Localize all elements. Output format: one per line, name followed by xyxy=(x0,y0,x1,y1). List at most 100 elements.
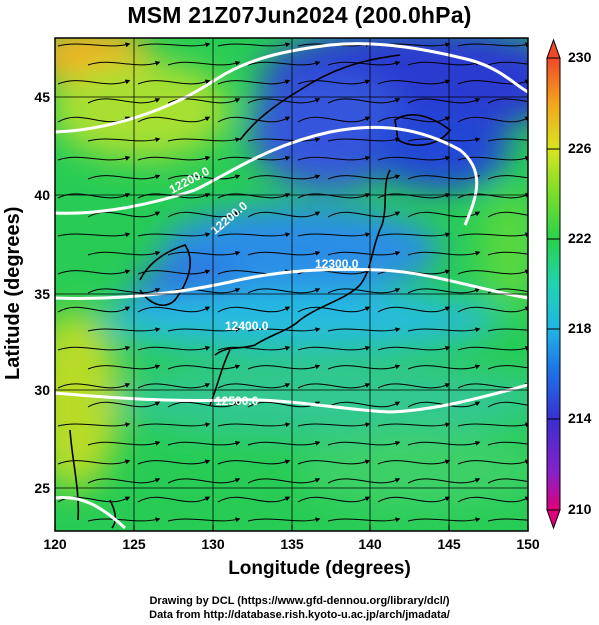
x-tick-label: 120 xyxy=(43,536,67,552)
colorbar-tick-label: 226 xyxy=(568,140,592,156)
streamline xyxy=(247,478,321,484)
contour-label-5: 12500.0 xyxy=(215,394,259,408)
colorbar xyxy=(546,38,561,530)
streamline xyxy=(327,60,401,66)
x-tick-label: 140 xyxy=(358,536,382,552)
streamline xyxy=(487,138,528,142)
streamline xyxy=(297,116,371,123)
streamline xyxy=(87,60,161,66)
streamline xyxy=(297,496,371,503)
temperature-field xyxy=(55,38,528,531)
contour-label-3: 12300.0 xyxy=(315,257,359,271)
streamline xyxy=(57,383,131,389)
streamline xyxy=(457,306,528,313)
streamline xyxy=(87,327,161,333)
streamline xyxy=(137,116,211,123)
streamline xyxy=(87,211,161,218)
streamline xyxy=(327,174,401,180)
streamline xyxy=(327,137,401,143)
streamline xyxy=(137,155,211,161)
streamline xyxy=(137,422,211,428)
streamline xyxy=(167,211,241,218)
streamline xyxy=(297,345,371,351)
streamline xyxy=(457,345,528,351)
x-tick-label: 150 xyxy=(516,536,540,552)
colorbar-max-arrow xyxy=(546,38,561,59)
streamline xyxy=(407,250,481,256)
streamline xyxy=(327,478,401,484)
streamline xyxy=(137,79,211,85)
colorbar-tick-label: 218 xyxy=(568,320,592,336)
streamline xyxy=(457,232,528,238)
streamline xyxy=(87,517,161,523)
streamline xyxy=(377,306,451,313)
streamline xyxy=(327,401,401,408)
streamline xyxy=(327,517,401,523)
y-tick-label: 45 xyxy=(34,89,50,105)
streamline xyxy=(457,155,528,161)
streamline xyxy=(407,517,481,523)
streamline xyxy=(217,383,291,389)
streamline xyxy=(297,459,371,465)
streamline xyxy=(377,345,451,351)
streamline xyxy=(137,232,211,238)
streamline xyxy=(167,517,241,523)
streamline xyxy=(297,232,371,238)
streamline xyxy=(457,42,528,48)
y-tick-label: 25 xyxy=(34,480,50,496)
map-grid xyxy=(55,38,528,531)
streamline xyxy=(167,401,241,408)
streamline xyxy=(137,345,211,351)
streamline xyxy=(217,116,291,123)
streamline xyxy=(167,478,241,484)
streamline xyxy=(217,345,291,351)
streamline xyxy=(487,441,528,446)
streamline xyxy=(217,79,291,85)
streamline xyxy=(407,288,481,294)
streamline xyxy=(87,401,161,408)
colorbar-tick-label: 222 xyxy=(568,230,592,246)
streamline xyxy=(247,60,321,66)
streamline xyxy=(377,116,451,123)
streamline xyxy=(407,478,481,484)
streamline xyxy=(57,232,131,238)
streamline xyxy=(407,174,481,180)
chart-title: MSM 21Z07Jun2024 (200.0hPa) xyxy=(127,2,472,28)
streamline xyxy=(327,364,401,370)
streamline xyxy=(407,211,481,218)
streamline xyxy=(137,306,211,313)
streamline xyxy=(487,401,528,408)
streamline xyxy=(87,288,161,294)
streamline xyxy=(327,440,401,446)
streamline xyxy=(487,365,528,370)
streamline xyxy=(377,459,451,465)
credit-drawing: Drawing by DCL (https://www.gfd-dennou.o… xyxy=(149,595,450,607)
streamline xyxy=(57,306,131,313)
streamline xyxy=(57,269,131,275)
credit-data: Data from http://database.rish.kyoto-u.a… xyxy=(149,609,450,621)
streamline xyxy=(297,422,371,428)
streamline xyxy=(487,518,528,522)
streamline xyxy=(87,98,161,104)
streamline xyxy=(247,364,321,370)
streamline xyxy=(297,383,371,389)
streamline xyxy=(487,175,528,180)
x-tick-label: 135 xyxy=(280,536,304,552)
streamline xyxy=(167,137,241,143)
streamline xyxy=(217,232,291,238)
streamline xyxy=(57,155,131,161)
colorbar-tick-label: 210 xyxy=(568,501,592,517)
streamline xyxy=(327,288,401,294)
x-tick-label: 130 xyxy=(201,536,225,552)
streamline xyxy=(487,251,528,256)
streamline xyxy=(247,250,321,256)
streamline xyxy=(217,496,291,503)
streamline xyxy=(377,422,451,428)
axis-ticks xyxy=(54,525,529,531)
x-axis-title: Longitude (degrees) xyxy=(228,558,411,579)
streamline xyxy=(167,440,241,446)
streamline xyxy=(217,42,291,48)
streamline xyxy=(487,98,528,104)
streamline xyxy=(137,459,211,465)
